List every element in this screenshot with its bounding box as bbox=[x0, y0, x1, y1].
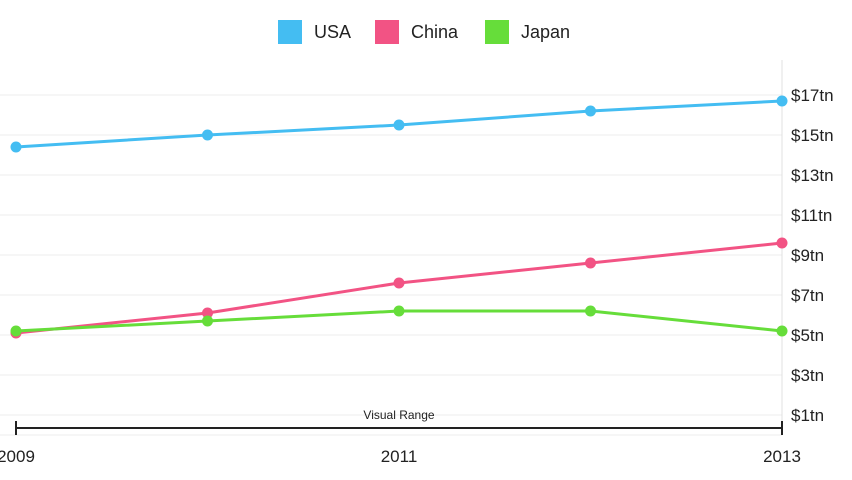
legend-item-japan[interactable]: Japan bbox=[485, 20, 570, 44]
data-point-usa[interactable] bbox=[393, 119, 405, 131]
y-axis-ticks: $1tn $3tn $5tn $7tn $9tn $11tn $13tn $15tn $17tn bbox=[791, 86, 834, 425]
legend-swatch bbox=[278, 20, 302, 44]
series-lines bbox=[10, 95, 788, 339]
gridlines bbox=[0, 94, 782, 436]
y-tick-label: $1tn bbox=[791, 406, 824, 425]
data-point-japan[interactable] bbox=[585, 305, 596, 317]
y-tick-label: $7tn bbox=[791, 286, 824, 305]
legend-item-usa[interactable]: USA bbox=[278, 20, 351, 44]
legend-label: China bbox=[411, 22, 459, 42]
x-tick-label: 2009 bbox=[0, 447, 35, 466]
data-point-usa[interactable] bbox=[776, 95, 788, 107]
y-tick-label: $13tn bbox=[791, 166, 834, 185]
data-point-usa[interactable] bbox=[585, 105, 596, 117]
data-point-usa[interactable] bbox=[10, 141, 22, 153]
y-tick-label: $5tn bbox=[791, 326, 824, 345]
x-tick-label: 2011 bbox=[381, 447, 418, 466]
data-point-china[interactable] bbox=[202, 307, 213, 319]
visual-range-label: Visual Range bbox=[363, 408, 434, 422]
data-point-china[interactable] bbox=[776, 237, 788, 249]
legend-label: Japan bbox=[521, 22, 570, 42]
data-point-japan[interactable] bbox=[10, 325, 22, 337]
data-point-japan[interactable] bbox=[202, 315, 213, 327]
y-tick-label: $15tn bbox=[791, 126, 834, 145]
x-tick-label: 2013 bbox=[763, 447, 801, 466]
y-tick-label: $9tn bbox=[791, 246, 824, 265]
visual-range-selector[interactable]: Visual Range bbox=[15, 408, 783, 435]
legend-swatch bbox=[485, 20, 509, 44]
x-axis-ticks: 2009 2011 2013 bbox=[0, 447, 801, 466]
data-point-china[interactable] bbox=[585, 257, 596, 269]
legend-swatch bbox=[375, 20, 399, 44]
data-point-japan[interactable] bbox=[393, 305, 405, 317]
y-tick-label: $11tn bbox=[791, 206, 832, 225]
data-point-japan[interactable] bbox=[776, 325, 788, 337]
y-tick-label: $3tn bbox=[791, 366, 824, 385]
data-point-usa[interactable] bbox=[202, 129, 213, 141]
legend-label: USA bbox=[314, 22, 351, 42]
legend[interactable]: USA China Japan bbox=[278, 20, 570, 44]
data-point-china[interactable] bbox=[393, 277, 405, 289]
legend-item-china[interactable]: China bbox=[375, 20, 459, 44]
y-tick-label: $17tn bbox=[791, 86, 834, 105]
